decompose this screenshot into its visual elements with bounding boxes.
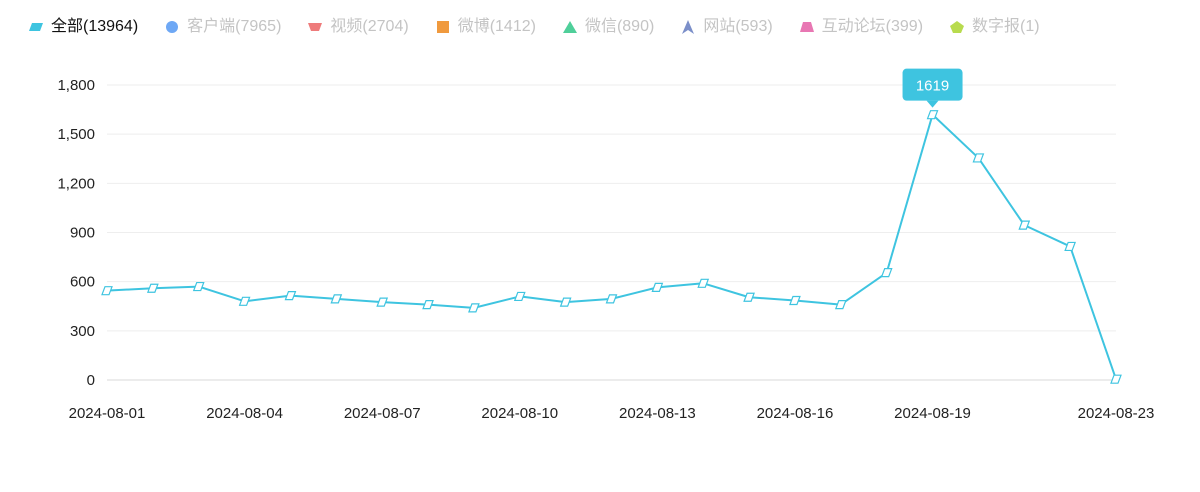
data-point — [513, 291, 526, 302]
chart-legend: 全部(13964) 客户端(7965) 视频(2704) 微博(1412) 微信(890… — [28, 14, 1066, 40]
legend-item-label: 数字报(1) — [972, 18, 1040, 35]
legend-item-2[interactable]: 视频(2704) — [307, 14, 409, 40]
legend-item-1[interactable]: 客户端(7965) — [164, 14, 281, 40]
data-point — [789, 295, 801, 306]
data-point — [238, 296, 251, 306]
legend-item-label: 全部(13964) — [51, 18, 139, 35]
legend-item-label: 视频(2704) — [330, 18, 409, 35]
y-tick-label: 1,500 — [57, 126, 95, 143]
legend-arrow-icon — [682, 20, 695, 34]
data-point — [284, 290, 297, 301]
data-point — [422, 300, 434, 310]
y-tick-label: 1,800 — [57, 77, 95, 94]
legend-trapezoid-up-icon — [799, 22, 814, 32]
x-tick-label: 2024-08-19 — [894, 405, 971, 422]
data-point — [880, 268, 893, 278]
legend-item-7[interactable]: 数字报(1) — [949, 14, 1040, 40]
y-tick-label: 1,200 — [57, 175, 95, 192]
tooltip-box — [902, 68, 963, 101]
legend-trapezoid-down-icon — [308, 23, 323, 31]
tooltip-value: 1619 — [916, 78, 949, 95]
data-point — [330, 294, 343, 304]
y-tick-label: 900 — [70, 225, 95, 242]
data-point — [834, 300, 847, 310]
data-point — [468, 303, 480, 313]
tooltip-pointer — [926, 100, 939, 108]
data-point — [1064, 241, 1077, 252]
legend-square-icon — [436, 21, 449, 33]
data-point — [697, 278, 710, 288]
legend-parallelogram-icon — [29, 23, 43, 31]
data-point — [972, 153, 985, 163]
legend-item-4[interactable]: 微信(890) — [562, 14, 654, 40]
data-point — [192, 281, 205, 292]
x-tick-label: 2024-08-16 — [757, 405, 834, 422]
data-point — [559, 297, 572, 307]
data-point — [376, 297, 389, 307]
legend-circle-icon — [166, 21, 179, 33]
y-tick-label: 0 — [87, 372, 95, 389]
data-point — [1018, 220, 1031, 230]
x-tick-label: 2024-08-23 — [1078, 405, 1155, 422]
y-tick-label: 300 — [70, 323, 95, 340]
data-point — [651, 282, 664, 293]
data-point — [743, 292, 755, 302]
x-tick-label: 2024-08-13 — [619, 405, 696, 422]
legend-item-label: 微博(1412) — [457, 18, 536, 35]
x-tick-label: 2024-08-01 — [69, 405, 146, 422]
legend-item-label: 微信(890) — [584, 18, 655, 35]
y-tick-label: 600 — [70, 274, 95, 291]
legend-pentagon-icon — [950, 21, 965, 33]
legend-item-6[interactable]: 互动论坛(399) — [799, 14, 923, 40]
legend-item-0[interactable]: 全部(13964) — [28, 14, 138, 40]
legend-triangle-icon — [562, 21, 577, 33]
series-line — [106, 113, 1117, 380]
x-tick-label: 2024-08-04 — [206, 405, 283, 422]
x-tick-label: 2024-08-07 — [344, 405, 421, 422]
legend-item-label: 互动论坛(399) — [821, 18, 924, 35]
data-point — [926, 110, 939, 120]
legend-item-label: 客户端(7965) — [187, 18, 282, 35]
legend-item-label: 网站(593) — [703, 18, 773, 35]
data-point — [146, 283, 159, 293]
legend-item-3[interactable]: 微博(1412) — [435, 14, 536, 40]
data-point — [101, 286, 113, 296]
data-point — [1110, 374, 1122, 384]
legend-item-5[interactable]: 网站(593) — [680, 14, 773, 40]
data-point — [605, 294, 618, 304]
x-tick-label: 2024-08-10 — [481, 405, 558, 422]
